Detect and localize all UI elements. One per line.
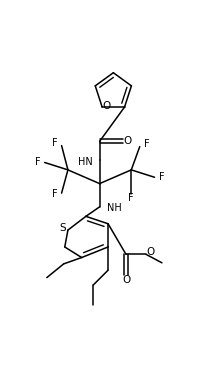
Text: O: O	[103, 101, 111, 111]
Text: F: F	[52, 138, 58, 148]
Text: HN: HN	[78, 157, 93, 167]
Text: NH: NH	[107, 203, 122, 213]
Text: F: F	[128, 193, 134, 203]
Text: O: O	[122, 275, 130, 285]
Text: O: O	[147, 247, 155, 257]
Text: O: O	[123, 136, 132, 146]
Text: F: F	[35, 157, 40, 167]
Text: S: S	[59, 223, 66, 233]
Text: F: F	[144, 139, 149, 149]
Text: F: F	[159, 172, 164, 182]
Text: F: F	[52, 189, 58, 199]
